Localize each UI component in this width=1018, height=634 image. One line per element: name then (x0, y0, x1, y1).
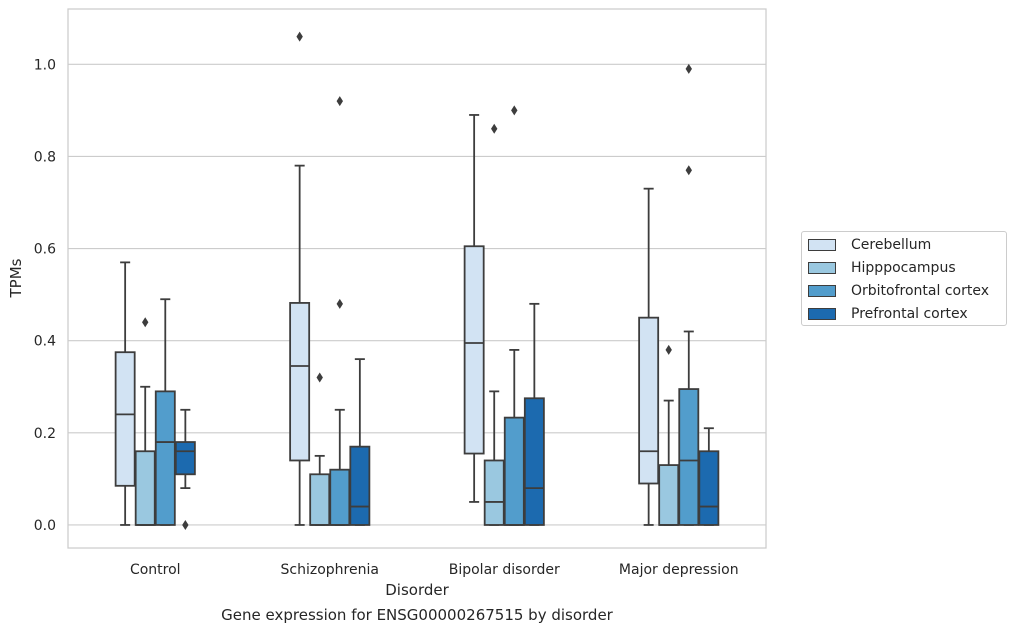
x-tick-label: Control (130, 562, 181, 578)
legend-item-hippocampus: Hipppocampus (808, 259, 956, 277)
legend-label-orbitofrontal-cortex: Orbitofrontal cortex (851, 283, 989, 299)
legend-item-cerebellum: Cerebellum (808, 236, 931, 254)
box-iqr (503, 416, 525, 526)
outlier-point (296, 31, 303, 42)
outlier-point (336, 96, 343, 107)
y-axis-ticks: 0.0 0.2 0.4 0.6 0.8 1.0 (34, 57, 56, 534)
box-cerebellum (289, 31, 311, 526)
outlier-point (336, 298, 343, 309)
box-orbitofrontal-cortex (503, 105, 525, 526)
box-orbitofrontal-cortex (678, 63, 700, 526)
outlier-point (511, 105, 518, 116)
legend-swatch-prefrontal-cortex (808, 308, 836, 320)
outlier-point (491, 123, 498, 134)
box-orbitofrontal-cortex (154, 298, 176, 526)
outlier-point (685, 165, 692, 176)
plot-area-frame (67, 8, 767, 549)
box-iqr (174, 441, 196, 476)
box-iqr (134, 450, 156, 526)
box-iqr (154, 390, 176, 526)
box-iqr (698, 450, 720, 526)
box-hipppocampus (134, 317, 156, 526)
legend-label-prefrontal-cortex: Prefrontal cortex (851, 306, 968, 322)
box-prefrontal-cortex (349, 358, 371, 526)
legend-item-prefrontal-cortex: Prefrontal cortex (808, 305, 968, 323)
y-tick-label: 0.2 (34, 426, 56, 442)
box-cerebellum (114, 261, 136, 526)
box-iqr (349, 445, 371, 526)
box-iqr (658, 464, 680, 526)
box-iqr (463, 245, 485, 455)
legend-item-orbitofrontal-cortex: Orbitofrontal cortex (808, 282, 989, 300)
outlier-point (316, 372, 323, 383)
y-tick-label: 1.0 (34, 57, 56, 73)
box-iqr (678, 388, 700, 526)
box-cerebellum (463, 114, 485, 503)
figure-caption: Gene expression for ENSG00000267515 by d… (221, 606, 613, 624)
box-iqr (483, 459, 505, 526)
y-axis-label: TPMs (7, 258, 25, 298)
x-tick-label: Bipolar disorder (449, 562, 560, 578)
y-tick-label: 0.8 (34, 149, 56, 165)
x-tick-label: Major depression (619, 562, 739, 578)
box-prefrontal-cortex (698, 427, 720, 526)
y-tick-label: 0.4 (34, 334, 56, 350)
x-axis-label: Disorder (385, 581, 449, 599)
box-iqr (309, 473, 331, 526)
box-prefrontal-cortex (523, 302, 545, 526)
box-hipppocampus (483, 123, 505, 526)
legend-label-cerebellum: Cerebellum (851, 237, 932, 253)
legend-label-hippocampus: Hipppocampus (851, 260, 956, 276)
box-iqr (523, 397, 545, 526)
box-orbitofrontal-cortex (329, 96, 351, 526)
box-iqr (638, 316, 660, 485)
box-iqr (114, 351, 136, 487)
legend-swatch-orbitofrontal-cortex (808, 285, 836, 297)
legend: Cerebellum Hipppocampus Orbitofrontal co… (801, 231, 1007, 326)
box-hipppocampus (309, 372, 331, 526)
y-tick-label: 0.6 (34, 242, 56, 258)
x-tick-label: Schizophrenia (281, 562, 379, 578)
legend-swatch-cerebellum (808, 239, 836, 251)
outlier-point (665, 344, 672, 355)
box-iqr (289, 302, 311, 462)
box-hipppocampus (658, 344, 680, 526)
outlier-point (685, 63, 692, 74)
box-prefrontal-cortex (174, 408, 196, 530)
outlier-point (182, 519, 189, 530)
box-cerebellum (638, 187, 660, 526)
box-iqr (329, 468, 351, 526)
legend-swatch-hippocampus (808, 262, 836, 274)
y-tick-label: 0.0 (34, 518, 56, 534)
box-series (114, 31, 720, 530)
outlier-point (142, 317, 149, 328)
x-axis-ticks: Control Schizophrenia Bipolar disorder Majo… (130, 562, 739, 578)
